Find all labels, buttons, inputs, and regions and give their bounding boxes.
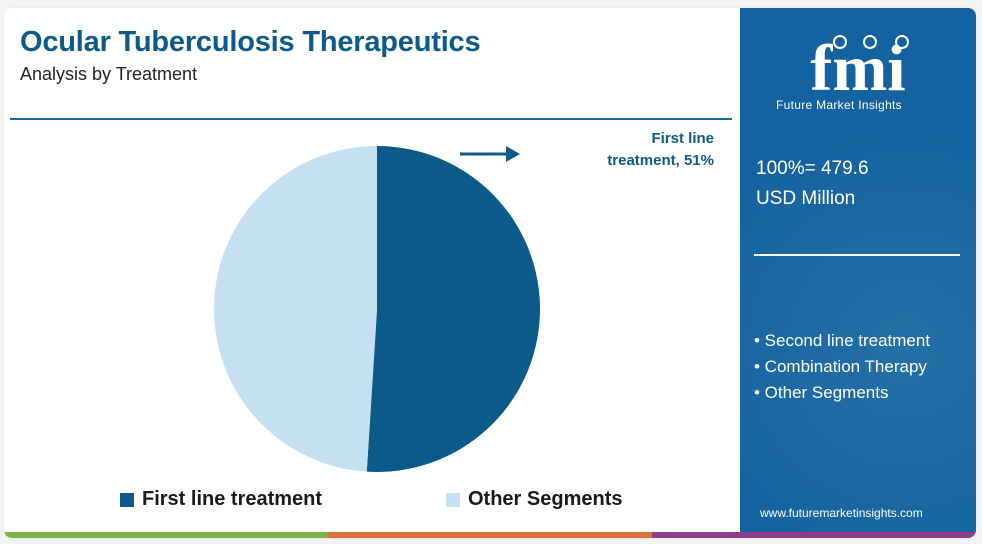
panel-divider — [754, 254, 960, 256]
chart-card: Ocular Tuberculosis Therapeutics Analysi… — [4, 8, 976, 538]
total-unit: USD Million — [756, 188, 856, 209]
bottom-color-bar — [4, 532, 976, 538]
list-item: • Second line treatment — [754, 331, 931, 350]
chart-title: Ocular Tuberculosis Therapeutics — [20, 26, 481, 58]
total-value: 100%= 479.6 — [756, 158, 869, 179]
bottom-bar-segment — [652, 532, 976, 538]
legend-swatch — [446, 492, 460, 507]
arrow-right-icon — [460, 146, 520, 162]
bottom-bar-segment — [328, 532, 652, 538]
annotation-line-2: treatment, 51% — [607, 152, 714, 169]
legend-swatch — [120, 492, 134, 507]
legend-label: First line treatment — [142, 488, 323, 510]
title-divider — [10, 118, 732, 120]
legend-item-other-segments: Other Segments — [446, 488, 622, 511]
list-item: • Combination Therapy — [754, 357, 927, 376]
pie-slice-first-line-treatment — [366, 146, 541, 473]
website-link[interactable]: www.futuremarketinsights.com — [760, 506, 923, 520]
list-item: • Other Segments — [754, 383, 889, 402]
pie-slice-other-segments — [214, 145, 377, 472]
annotation-line-1: First line — [651, 130, 714, 147]
logo-subtitle: Future Market Insights — [776, 98, 902, 112]
legend-label: Other Segments — [468, 488, 623, 510]
fmi-logo: fmi — [810, 32, 909, 100]
pie-chart — [214, 145, 541, 473]
logo-text: fmi — [810, 32, 905, 100]
slice-annotation: First line treatment, 51% — [564, 128, 714, 172]
legend-item-first-line: First line treatment — [120, 488, 322, 511]
side-panel: fmi Future Market Insights 100%= 479.6 U… — [740, 8, 976, 532]
other-segments-list: • Second line treatment • Combination Th… — [754, 328, 970, 406]
bottom-bar-segment — [4, 532, 328, 538]
chart-subtitle: Analysis by Treatment — [20, 64, 198, 84]
market-total: 100%= 479.6 USD Million — [756, 154, 966, 214]
